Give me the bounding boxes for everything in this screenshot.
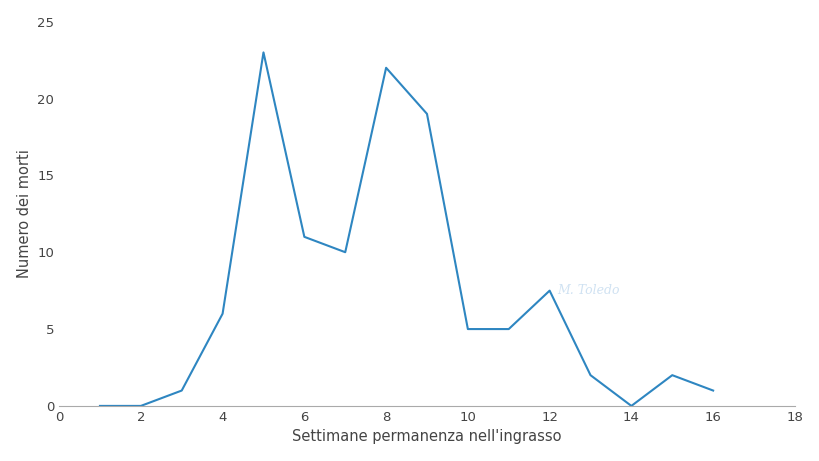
Text: M. Toledo: M. Toledo — [557, 284, 619, 297]
X-axis label: Settimane permanenza nell'ingrasso: Settimane permanenza nell'ingrasso — [292, 429, 561, 444]
Y-axis label: Numero dei morti: Numero dei morti — [16, 149, 32, 278]
